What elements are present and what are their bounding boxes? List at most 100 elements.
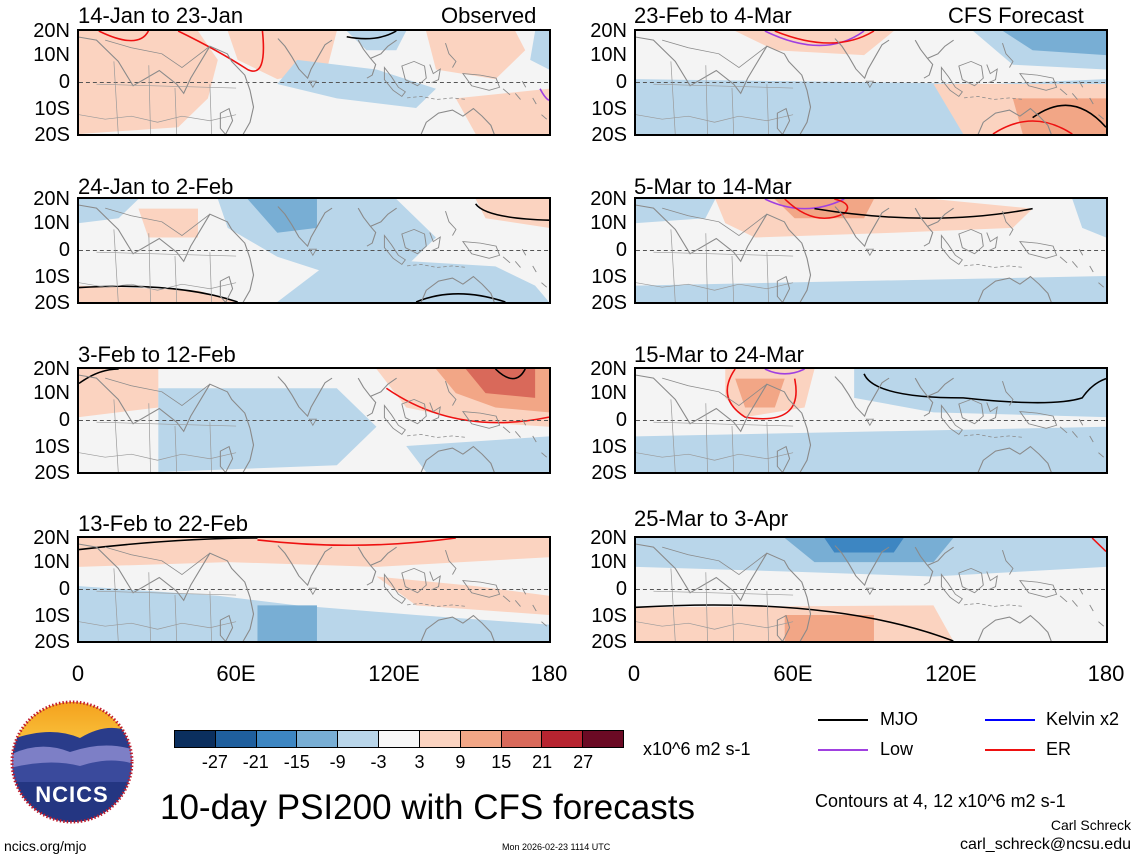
lon-label: 120E bbox=[925, 661, 977, 686]
colorbar-tick-label: 21 bbox=[532, 752, 553, 772]
colorbar-swatch bbox=[296, 731, 338, 747]
lat-label: 10N bbox=[33, 44, 70, 66]
lat-label: 0 bbox=[58, 578, 70, 600]
map-panel-obs1 bbox=[77, 29, 551, 136]
legend-er-label: ER bbox=[1046, 739, 1072, 759]
lat-label: 20N bbox=[590, 188, 627, 210]
lat-label: 10S bbox=[591, 436, 627, 458]
lat-label: 20N bbox=[590, 20, 627, 42]
lat-label: 0 bbox=[615, 409, 627, 431]
panel-obs3-title: 3-Feb to 12-Feb bbox=[78, 342, 236, 367]
source-link[interactable]: ncics.org/mjo bbox=[4, 838, 87, 854]
lon-label: 180 bbox=[1087, 661, 1125, 686]
legend-low-line bbox=[818, 749, 868, 751]
lon-label: 60E bbox=[216, 661, 256, 686]
colorbar-tick-label: -9 bbox=[329, 752, 346, 772]
lat-label: 20N bbox=[33, 527, 70, 549]
lon-label: 120E bbox=[368, 661, 420, 686]
panel-fc2-title: 5-Mar to 14-Mar bbox=[634, 174, 792, 199]
lat-label: 20N bbox=[33, 358, 70, 380]
lat-label: 10S bbox=[34, 605, 70, 627]
lon-label: 180 bbox=[530, 661, 568, 686]
map-panel-obs3 bbox=[77, 367, 551, 474]
ncics-logo-text: NCICS bbox=[35, 782, 109, 807]
lat-label: 20S bbox=[34, 292, 70, 314]
colorbar bbox=[174, 730, 624, 748]
lat-label: 10S bbox=[34, 98, 70, 120]
panel-fc4-title: 25-Mar to 3-Apr bbox=[634, 506, 789, 531]
lat-label: 20S bbox=[34, 124, 70, 146]
legend-mjo-line bbox=[818, 719, 868, 721]
colorbar-tick-label: -3 bbox=[370, 752, 387, 772]
psi-field-fc4 bbox=[636, 538, 1106, 641]
lat-label: 10S bbox=[591, 98, 627, 120]
legend-mjo-label: MJO bbox=[880, 709, 918, 729]
lat-label: 10N bbox=[33, 212, 70, 234]
map-panel-obs4 bbox=[77, 536, 551, 643]
colorbar-tick-label: 9 bbox=[455, 752, 466, 772]
lat-label: 20N bbox=[590, 527, 627, 549]
panel-obs2-title: 24-Jan to 2-Feb bbox=[78, 174, 234, 199]
map-panel-obs2 bbox=[77, 197, 551, 304]
colorbar-swatch bbox=[255, 731, 297, 747]
colorbar-swatch bbox=[378, 731, 419, 747]
colorbar-units: x10^6 m2 s-1 bbox=[643, 739, 751, 759]
colorbar-tick-label: 27 bbox=[573, 752, 594, 772]
psi-field-obs1 bbox=[79, 31, 549, 134]
panel-fc1-title: 23-Feb to 4-Mar bbox=[634, 3, 792, 28]
colorbar-swatch bbox=[500, 731, 542, 747]
lat-label: 10S bbox=[34, 436, 70, 458]
panel-obs1-title: 14-Jan to 23-Jan bbox=[78, 3, 244, 28]
legend-kelvin-label: Kelvin x2 bbox=[1046, 709, 1120, 729]
colorbar-tick-label: -27 bbox=[201, 752, 228, 772]
lat-label: 0 bbox=[58, 239, 70, 261]
lat-label: 0 bbox=[58, 409, 70, 431]
lat-label: 0 bbox=[615, 578, 627, 600]
colorbar-tick-label: 3 bbox=[414, 752, 425, 772]
panel-fc3-title: 15-Mar to 24-Mar bbox=[634, 342, 804, 367]
lat-label: 20S bbox=[591, 631, 627, 653]
lat-label: 10S bbox=[34, 266, 70, 288]
psi-field-obs2 bbox=[79, 199, 549, 302]
panel-obs4-title: 13-Feb to 22-Feb bbox=[78, 511, 248, 536]
lat-label: 10S bbox=[591, 605, 627, 627]
timestamp: Mon 2026-02-23 1114 UTC bbox=[502, 842, 611, 852]
psi-field-fc1 bbox=[636, 31, 1106, 134]
lat-label: 10N bbox=[590, 551, 627, 573]
lat-label: 20N bbox=[33, 188, 70, 210]
colorbar-swatch bbox=[418, 731, 460, 747]
map-panel-fc4 bbox=[634, 536, 1108, 643]
colorbar-swatch bbox=[582, 731, 623, 747]
lat-label: 0 bbox=[58, 71, 70, 93]
lat-label: 20S bbox=[591, 292, 627, 314]
panel-fc1-tag: CFS Forecast bbox=[948, 3, 1084, 28]
colorbar-swatch bbox=[541, 731, 583, 747]
colorbar-swatch bbox=[214, 731, 256, 747]
colorbar-tick-label: -15 bbox=[283, 752, 310, 772]
lon-label: 0 bbox=[627, 661, 641, 686]
lat-label: 10N bbox=[33, 382, 70, 404]
colorbar-tick-label: 15 bbox=[491, 752, 512, 772]
author-name: Carl Schreck bbox=[1050, 817, 1131, 833]
lat-label: 20N bbox=[33, 20, 70, 42]
lat-label: 20S bbox=[591, 462, 627, 484]
colorbar-swatch bbox=[337, 731, 379, 747]
panel-obs1-tag: Observed bbox=[441, 3, 537, 28]
contours-note: Contours at 4, 12 x10^6 m2 s-1 bbox=[815, 791, 1066, 811]
psi-field-obs4 bbox=[79, 538, 549, 641]
lat-label: 10N bbox=[590, 212, 627, 234]
lat-label: 20S bbox=[34, 631, 70, 653]
colorbar-swatch bbox=[459, 731, 501, 747]
colorbar-swatch bbox=[175, 731, 215, 747]
legend-low-label: Low bbox=[880, 739, 914, 759]
lat-label: 10N bbox=[590, 382, 627, 404]
ncics-logo: NCICS bbox=[10, 700, 134, 824]
lon-label: 60E bbox=[773, 661, 813, 686]
lat-label: 20N bbox=[590, 358, 627, 380]
lat-label: 20S bbox=[34, 462, 70, 484]
author-email[interactable]: carl_schreck@ncsu.edu bbox=[960, 836, 1131, 853]
map-panel-fc2 bbox=[634, 197, 1108, 304]
main-title: 10-day PSI200 with CFS forecasts bbox=[160, 788, 695, 827]
legend-er-line bbox=[985, 749, 1035, 751]
lat-label: 10S bbox=[591, 266, 627, 288]
